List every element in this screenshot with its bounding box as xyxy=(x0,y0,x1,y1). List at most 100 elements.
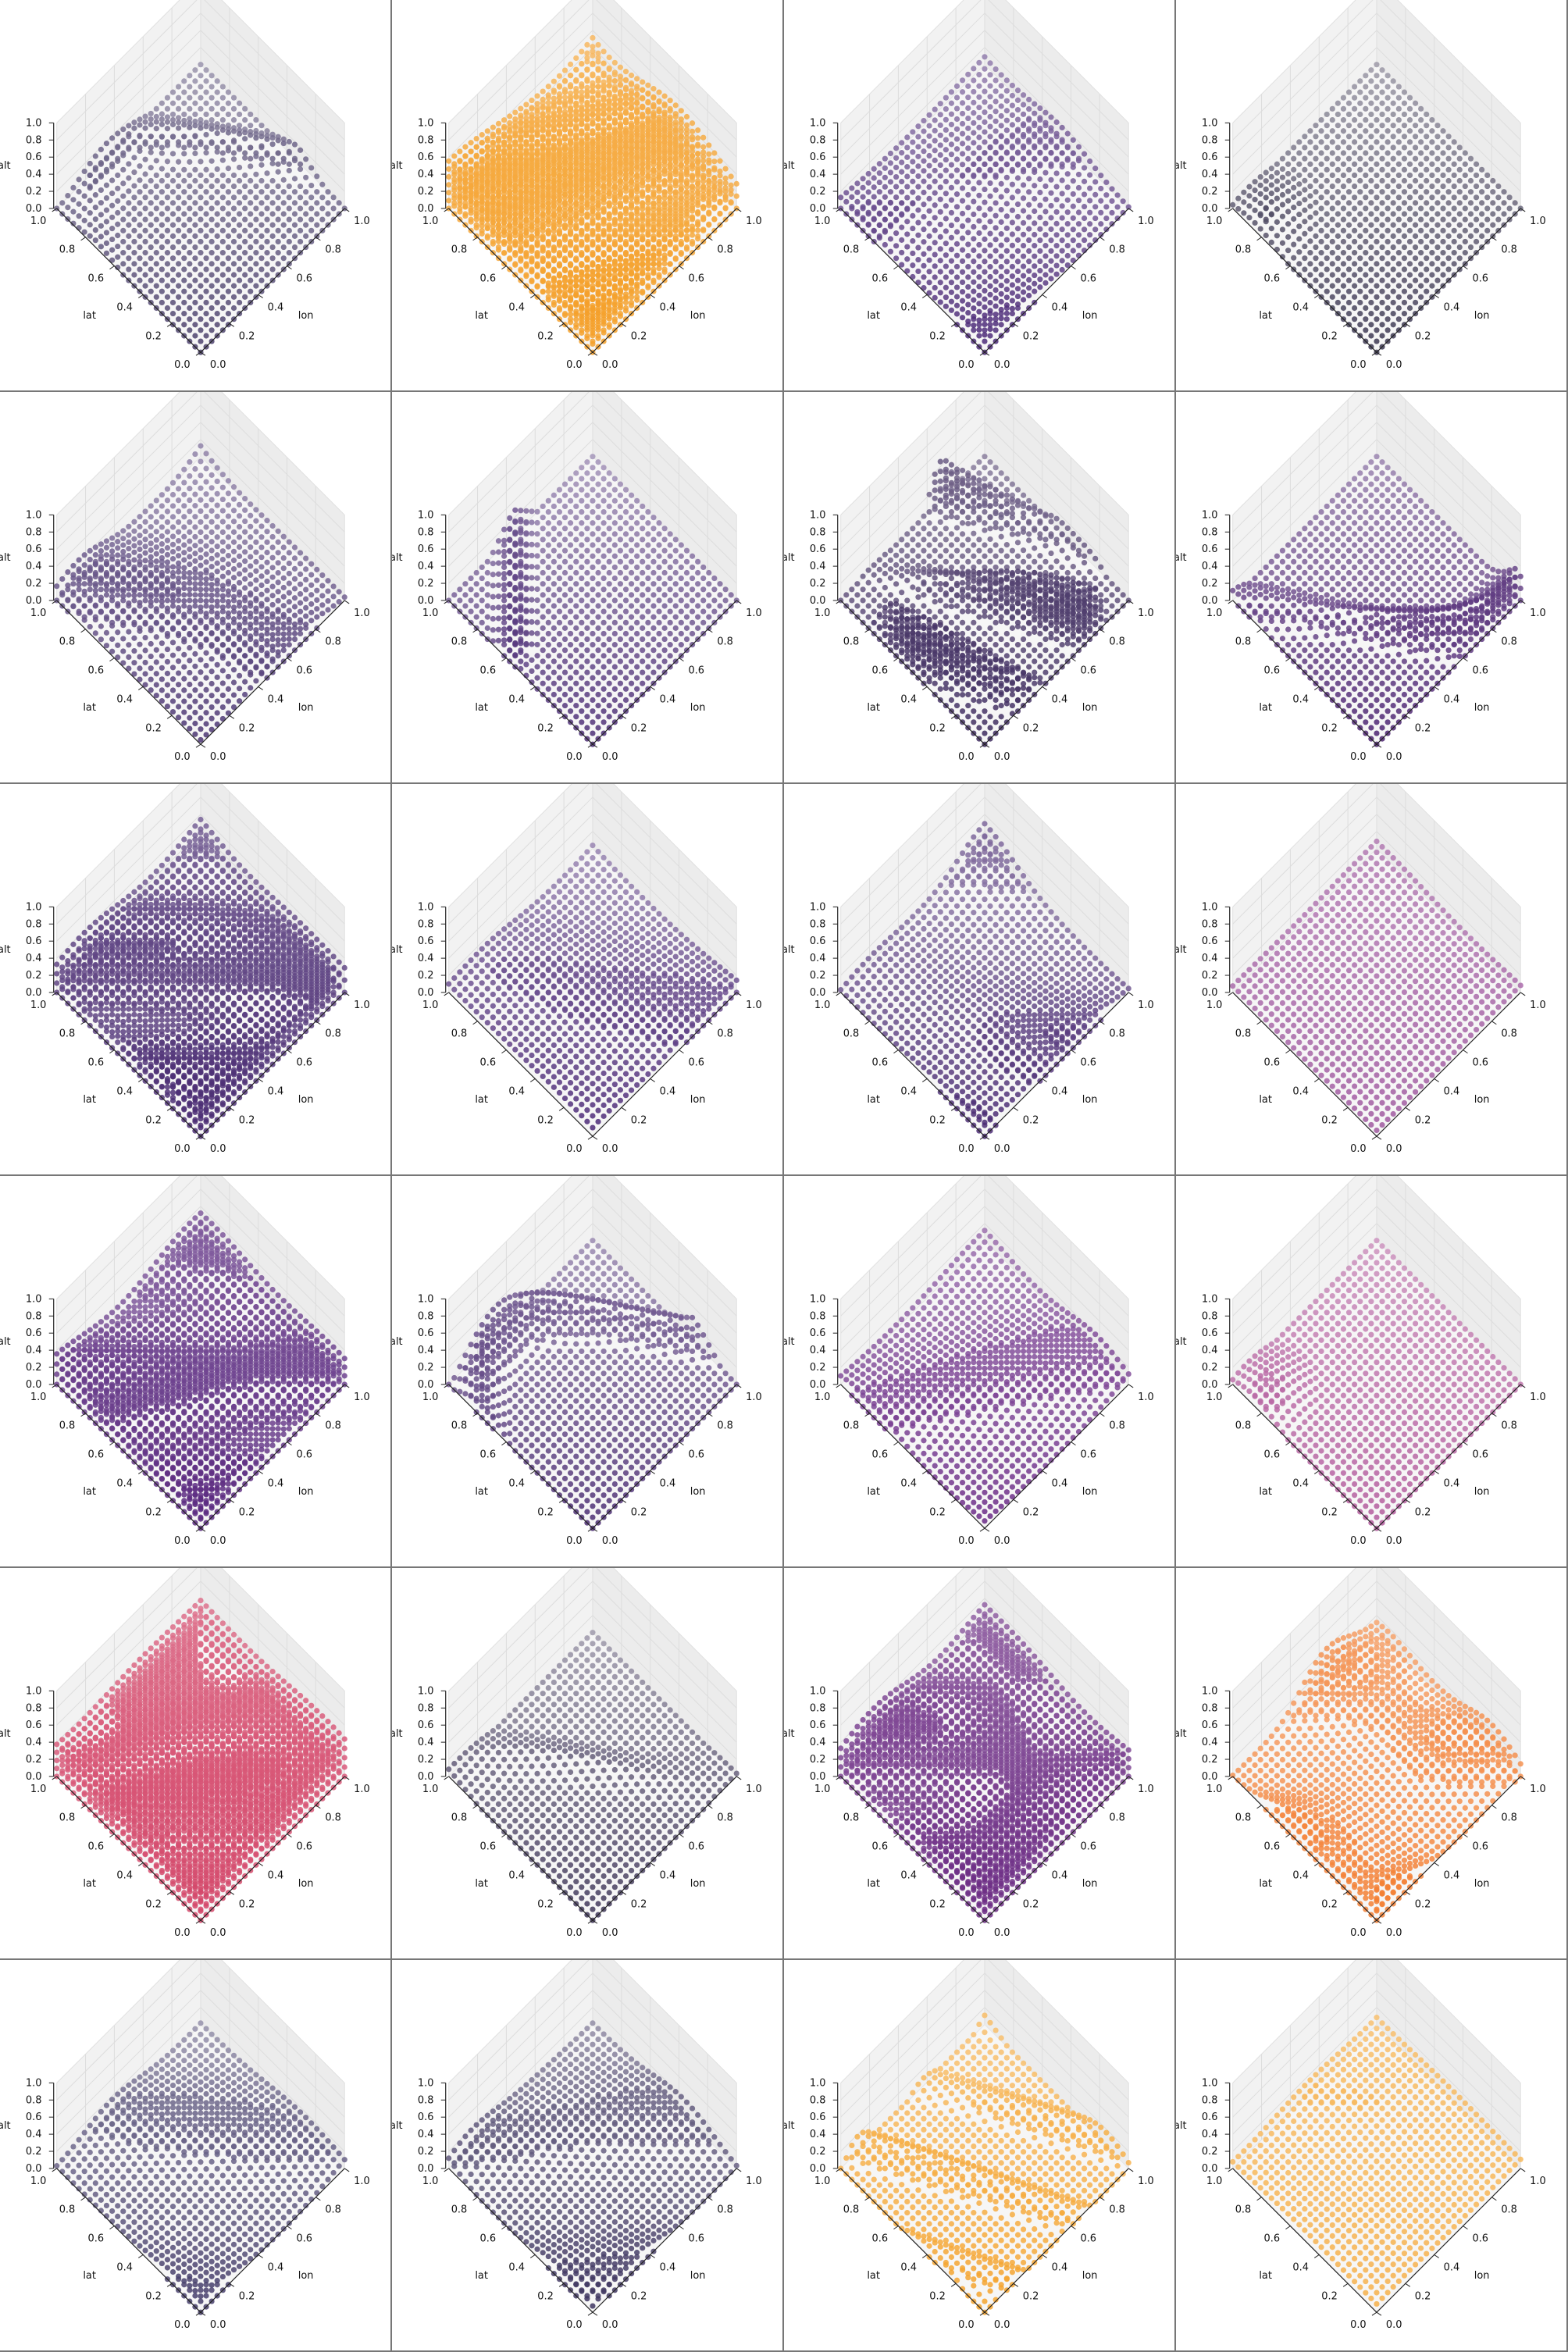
data-point xyxy=(623,119,629,125)
data-point xyxy=(590,142,595,148)
data-point xyxy=(287,250,292,255)
data-point xyxy=(634,173,640,178)
data-point xyxy=(159,166,165,172)
data-point xyxy=(237,101,242,106)
data-point xyxy=(999,207,1004,212)
data-point xyxy=(551,267,557,273)
data-point xyxy=(888,151,893,156)
data-point xyxy=(534,115,540,120)
data-point xyxy=(523,184,529,189)
data-point xyxy=(131,126,137,131)
data-point xyxy=(534,243,540,248)
data-point xyxy=(1004,188,1010,194)
data-point xyxy=(987,155,992,161)
data-point xyxy=(650,114,656,119)
data-point xyxy=(607,106,612,112)
data-point xyxy=(120,194,126,199)
data-point xyxy=(557,91,562,97)
alt-tick-label: 0.2 xyxy=(418,186,434,198)
data-point xyxy=(557,130,562,136)
data-point xyxy=(120,152,126,158)
data-point xyxy=(1076,221,1082,226)
data-point xyxy=(910,179,915,184)
data-point xyxy=(893,145,899,151)
data-point xyxy=(187,205,192,211)
data-point xyxy=(203,132,208,137)
data-point xyxy=(623,131,629,137)
data-point xyxy=(93,179,98,184)
data-point xyxy=(993,174,999,180)
data-point xyxy=(584,174,590,180)
data-point xyxy=(629,179,634,184)
data-point xyxy=(148,255,154,261)
data-point xyxy=(226,233,231,239)
data-point xyxy=(215,125,220,130)
data-point xyxy=(198,141,203,147)
data-point xyxy=(287,216,292,222)
data-point xyxy=(562,248,568,253)
data-point xyxy=(645,285,650,290)
data-point xyxy=(854,209,860,215)
data-point xyxy=(926,123,932,128)
data-point xyxy=(1082,204,1087,209)
data-point xyxy=(607,272,612,277)
data-point xyxy=(446,182,451,187)
data-point xyxy=(915,195,921,201)
data-point xyxy=(496,217,501,223)
data-point xyxy=(971,110,976,116)
data-point xyxy=(115,186,120,191)
data-point xyxy=(187,316,192,322)
data-point xyxy=(137,122,142,127)
data-point xyxy=(325,211,330,216)
data-point xyxy=(904,219,910,224)
data-point xyxy=(1103,204,1109,209)
data-point xyxy=(650,228,656,233)
data-point xyxy=(629,80,634,86)
data-point xyxy=(921,214,926,219)
data-point xyxy=(650,167,656,173)
axes-3d: 0.00.20.40.60.81.00.00.20.40.60.81.00.00… xyxy=(392,0,782,390)
data-point xyxy=(479,149,485,155)
data-point xyxy=(187,239,192,244)
data-point xyxy=(1082,226,1087,232)
data-point xyxy=(1087,232,1092,237)
data-point xyxy=(634,298,640,303)
data-point xyxy=(650,134,656,140)
data-point xyxy=(546,272,551,277)
data-point xyxy=(568,130,573,136)
data-point xyxy=(142,239,148,244)
data-point xyxy=(308,205,314,211)
data-point xyxy=(904,231,910,237)
data-point xyxy=(562,126,568,131)
data-point xyxy=(540,111,546,116)
data-point xyxy=(501,124,507,130)
data-point xyxy=(534,101,540,106)
lat-tick-label: 0.2 xyxy=(537,330,554,342)
data-point xyxy=(866,210,871,216)
data-point xyxy=(87,233,93,239)
data-point xyxy=(618,271,623,276)
data-point xyxy=(584,265,590,270)
data-point xyxy=(176,239,181,244)
data-point xyxy=(679,170,684,176)
data-point xyxy=(231,216,237,222)
data-point xyxy=(154,194,159,200)
data-point xyxy=(650,280,656,285)
data-point xyxy=(904,184,910,189)
data-point xyxy=(612,102,618,107)
data-point xyxy=(668,262,673,267)
data-point xyxy=(104,155,109,160)
data-point xyxy=(673,196,679,201)
data-point xyxy=(899,150,904,155)
data-point xyxy=(623,180,629,185)
data-point xyxy=(573,257,579,262)
data-point xyxy=(551,220,557,226)
data-point xyxy=(551,87,557,93)
data-point xyxy=(248,144,253,150)
data-point xyxy=(579,232,584,237)
data-point xyxy=(546,84,551,89)
data-point xyxy=(215,78,220,84)
data-point xyxy=(551,103,557,109)
data-point xyxy=(242,216,248,222)
data-point xyxy=(607,163,612,169)
